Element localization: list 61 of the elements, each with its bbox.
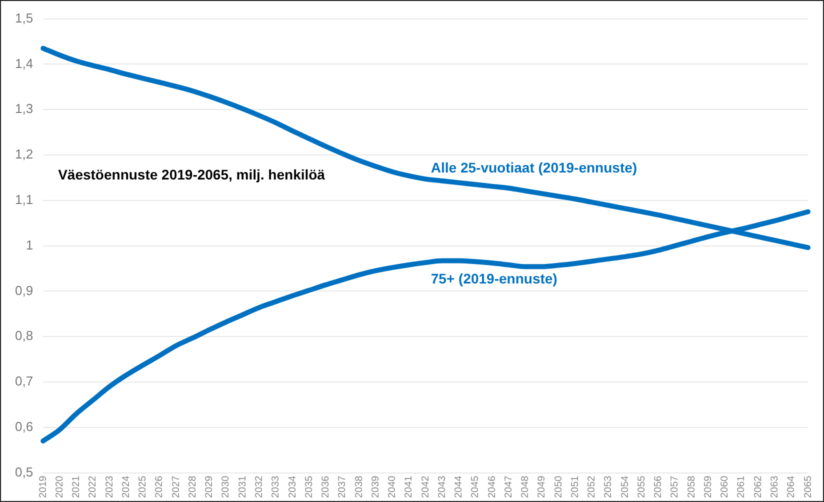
y-tick-label: 1 bbox=[26, 237, 34, 252]
x-tick-label: 2045 bbox=[470, 475, 482, 498]
x-tick-label: 2037 bbox=[337, 475, 348, 498]
x-tick-label: 2035 bbox=[304, 475, 315, 498]
x-tick-label: 2024 bbox=[120, 475, 132, 498]
y-tick-label: 0,5 bbox=[14, 464, 34, 480]
x-tick-label: 2028 bbox=[187, 475, 198, 498]
x-tick-label: 2023 bbox=[104, 475, 116, 498]
y-tick-label: 0,9 bbox=[14, 282, 34, 298]
x-tick-label: 2053 bbox=[603, 475, 614, 498]
x-tick-label: 2021 bbox=[71, 475, 82, 498]
text: Väestöennuste 2019-2065, milj. henkilöä bbox=[58, 166, 326, 182]
x-tick-label: 2020 bbox=[54, 475, 66, 498]
x-tick-label: 2056 bbox=[653, 475, 664, 498]
x-tick-label: 2061 bbox=[736, 475, 748, 498]
series-label: Alle 25-vuotiaat (2019-ennuste) bbox=[430, 159, 638, 176]
y-tick-label: 1,1 bbox=[14, 192, 34, 207]
x-tick-label: 2054 bbox=[620, 475, 631, 498]
x-tick-label: 2041 bbox=[404, 475, 415, 498]
x-tick-label: 2063 bbox=[769, 475, 780, 498]
x-tick-label: 2025 bbox=[138, 475, 149, 498]
x-tick-label: 2034 bbox=[287, 475, 298, 498]
x-tick-label: 2036 bbox=[320, 475, 332, 498]
x-tick-label: 2044 bbox=[454, 475, 465, 498]
x-tick-label: 2029 bbox=[204, 475, 216, 498]
x-tick-label: 2047 bbox=[503, 475, 514, 498]
x-tick-label: 2051 bbox=[570, 475, 581, 498]
x-tick-label: 2065 bbox=[802, 475, 814, 498]
x-tick-label: 2058 bbox=[686, 475, 698, 498]
x-tick-label: 2033 bbox=[270, 475, 282, 498]
x-tick-label: 2039 bbox=[370, 475, 382, 498]
y-tick-label: 1,4 bbox=[14, 56, 34, 71]
x-tick-label: 2049 bbox=[536, 475, 548, 498]
y-tick-label: 1,3 bbox=[14, 101, 34, 116]
x-tick-label: 2042 bbox=[420, 475, 432, 498]
x-tick-label: 2022 bbox=[88, 475, 99, 498]
x-tick-label: 2046 bbox=[486, 475, 498, 498]
x-tick-label: 2019 bbox=[38, 475, 49, 498]
x-tick-label: 2059 bbox=[702, 475, 714, 498]
x-tick-label: 2055 bbox=[636, 475, 648, 498]
x-tick-label: 2040 bbox=[387, 475, 398, 498]
x-tick-label: 2060 bbox=[720, 475, 731, 498]
x-tick-label: 2057 bbox=[670, 475, 681, 498]
y-tick-label: 0,6 bbox=[14, 418, 34, 434]
x-tick-label: 2038 bbox=[354, 475, 365, 498]
x-tick-label: 2026 bbox=[154, 475, 166, 498]
x-tick-label: 2062 bbox=[752, 475, 764, 498]
y-tick-label: 1,5 bbox=[14, 10, 34, 26]
x-tick-label: 2030 bbox=[220, 475, 232, 498]
x-tick-label: 2032 bbox=[254, 475, 265, 498]
x-tick-label: 2064 bbox=[786, 475, 798, 498]
x-tick-label: 2048 bbox=[520, 475, 532, 498]
x-tick-label: 2052 bbox=[586, 475, 598, 498]
y-tick-label: 1,2 bbox=[14, 146, 34, 162]
x-tick-label: 2050 bbox=[553, 475, 564, 498]
x-tick-label: 2043 bbox=[436, 475, 448, 498]
series-label: 75+ (2019-ennuste) bbox=[430, 270, 558, 287]
x-tick-label: 2027 bbox=[170, 475, 182, 498]
y-tick-label: 0,7 bbox=[14, 374, 34, 389]
x-tick-label: 2031 bbox=[237, 475, 248, 498]
y-tick-label: 0,8 bbox=[14, 328, 34, 344]
